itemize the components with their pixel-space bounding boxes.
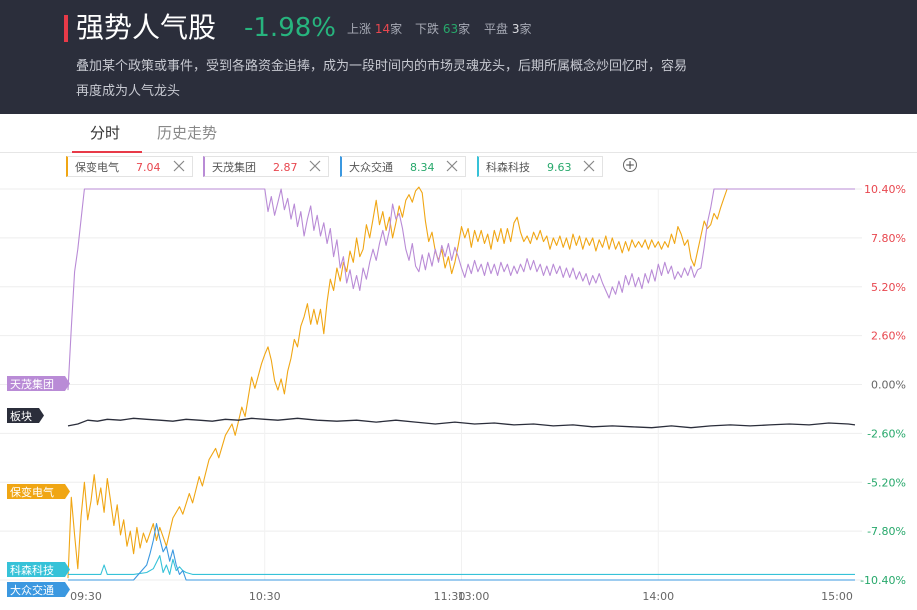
close-icon[interactable] (445, 157, 459, 176)
stat-up-unit: 家 (390, 22, 403, 36)
side-tag (7, 484, 65, 499)
tab-active-underline (72, 151, 142, 153)
y-tick-label: -2.60% (867, 427, 906, 440)
change-percent: -1.98% (244, 13, 336, 43)
y-tick-label: 2.60% (871, 330, 906, 343)
x-tick-label: 09:30 (70, 590, 102, 603)
close-icon[interactable] (172, 157, 186, 176)
y-axis-labels: 10.40% 7.80% 5.20% 2.60% 0.00% -2.60% -5.20% -7… (860, 183, 906, 587)
side-tag (7, 582, 65, 597)
x-tick-label: 10:30 (249, 590, 281, 603)
chip-value: 8.34 (410, 161, 435, 174)
side-tag-label: 板块 (10, 409, 32, 423)
series-chip[interactable]: 大众交通 8.34 (340, 156, 466, 177)
tab-divider (0, 152, 917, 153)
y-tick-label: -7.80% (867, 525, 906, 538)
stat-down-label: 下跌 (415, 22, 440, 36)
description: 叠加某个政策或事件，受到各路资金追捧，成为一段时间内的市场灵魂龙头，后期所属概念… (76, 59, 688, 99)
stat-flat-unit: 家 (519, 22, 532, 36)
grid (0, 188, 862, 581)
chip-name: 大众交通 (349, 161, 393, 174)
chip-value: 2.87 (273, 161, 298, 174)
stat-down-unit: 家 (458, 22, 471, 36)
stat-flat-label: 平盘 (484, 22, 509, 36)
x-tick-label: 14:00 (642, 590, 674, 603)
header: 强势人气股 -1.98% 上涨 14家 下跌 63家 平盘 3家 叠加某个政策或… (0, 0, 917, 114)
series-line (67, 417, 856, 429)
intraday-chart: 10.40% 7.80% 5.20% 2.60% 0.00% -2.60% -5.20% -7… (0, 183, 906, 603)
page-title: 强势人气股 (76, 11, 217, 44)
series-line (67, 186, 855, 579)
stat-up-value: 14 (374, 22, 391, 36)
x-tick-label: 15:00 (821, 590, 853, 603)
chip-value: 9.63 (547, 161, 572, 174)
side-tag-arrow (39, 408, 44, 423)
side-tag (7, 408, 39, 423)
side-tag-label: 科森科技 (10, 563, 54, 577)
y-tick-label: 10.40% (864, 183, 906, 196)
stat-flat: 平盘 3家 (484, 20, 532, 38)
series-chip[interactable]: 保变电气 7.04 (66, 156, 193, 177)
chip-name: 科森科技 (486, 161, 530, 174)
chip-name: 保变电气 (75, 161, 119, 174)
stat-down: 下跌 63家 (415, 20, 470, 38)
add-series-button[interactable]: + (623, 158, 637, 172)
series-line (67, 188, 855, 391)
chip-name: 天茂集团 (212, 161, 256, 174)
side-tag-arrow (65, 562, 70, 577)
side-tag-arrow (65, 582, 70, 597)
series-lines (67, 186, 856, 581)
series-chip[interactable]: 科森科技 9.63 (477, 156, 603, 177)
close-icon[interactable] (308, 157, 322, 176)
x-tick-label: 11:30 (434, 590, 466, 603)
y-tick-label: 7.80% (871, 232, 906, 245)
title-accent-bar (64, 15, 68, 42)
side-tag (7, 562, 65, 577)
side-tag-label: 天茂集团 (10, 377, 54, 391)
side-tag (7, 376, 65, 391)
series-line (68, 555, 855, 575)
x-tick-label: 13:00 (458, 590, 490, 603)
chip-value: 7.04 (136, 161, 161, 174)
y-tick-label: 5.20% (871, 281, 906, 294)
series-line (68, 523, 855, 581)
side-tag-label: 大众交通 (10, 583, 54, 597)
stat-up: 上涨 14家 (347, 20, 402, 38)
stat-down-value: 63 (442, 22, 459, 36)
tab-history[interactable]: 历史走势 (157, 124, 218, 142)
side-tag-arrow (65, 376, 70, 391)
stat-up-label: 上涨 (347, 22, 372, 36)
close-icon[interactable] (582, 157, 596, 176)
y-tick-label: -5.20% (867, 476, 906, 489)
series-chip[interactable]: 天茂集团 2.87 (203, 156, 329, 177)
side-tag-arrow (65, 484, 70, 499)
side-tag-label: 保变电气 (10, 485, 54, 499)
tab-intraday[interactable]: 分时 (90, 124, 121, 142)
y-tick-label: -10.40% (860, 574, 906, 587)
stat-flat-value: 3 (511, 22, 520, 36)
y-tick-label: 0.00% (871, 379, 906, 392)
